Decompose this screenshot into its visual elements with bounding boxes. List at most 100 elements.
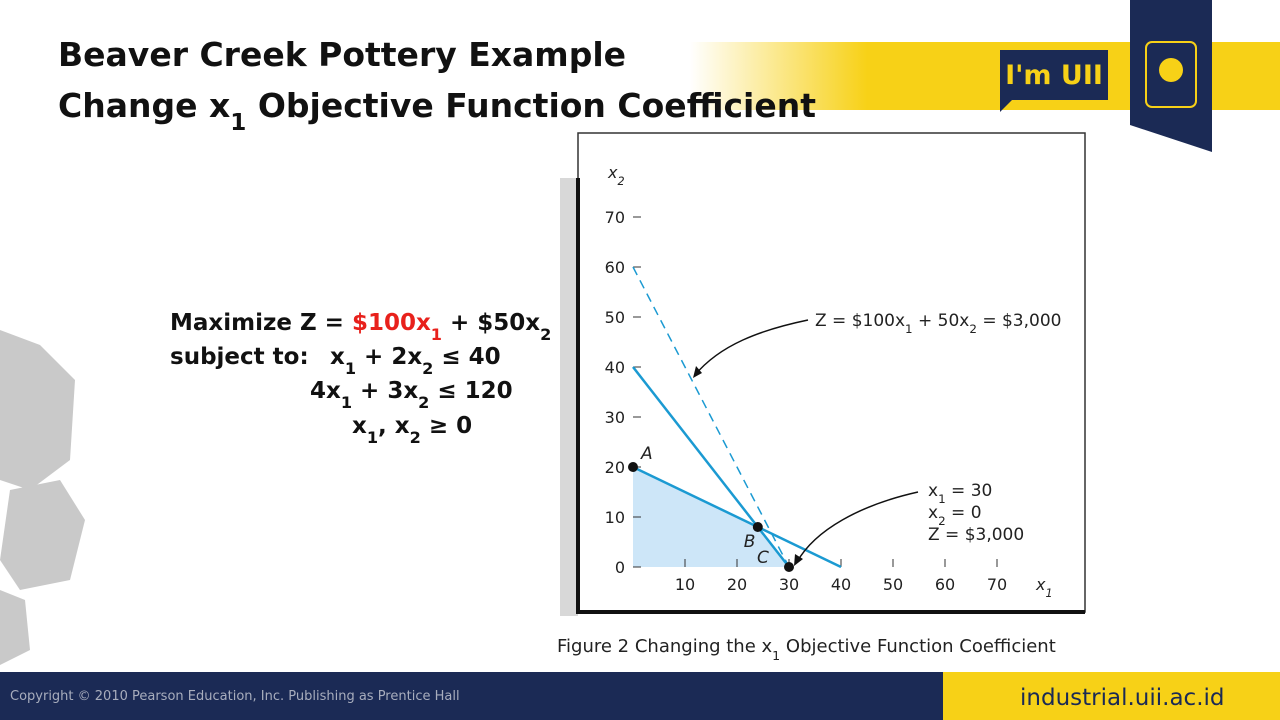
line xyxy=(632,366,790,568)
text-run: x xyxy=(352,413,367,439)
hexagon xyxy=(0,330,75,490)
text-run: Change x xyxy=(58,86,230,125)
text-run: ≥ 0 xyxy=(421,413,472,439)
text-run: Objective Function Coefficient xyxy=(780,636,1056,657)
subscript: 1 xyxy=(905,322,913,336)
point xyxy=(752,522,763,532)
x-tick-label: 60 xyxy=(935,575,955,594)
point xyxy=(784,562,794,572)
feasible-region xyxy=(633,467,789,567)
text-run: x xyxy=(1035,575,1046,594)
y-tick-label: 60 xyxy=(605,258,625,277)
subject-to: subject to: xyxy=(170,344,309,370)
point-label: B xyxy=(744,532,756,552)
x-tick-label: 20 xyxy=(727,575,747,594)
arrow xyxy=(796,491,919,563)
text-run: x xyxy=(928,481,938,501)
x-tick-label: 40 xyxy=(831,575,851,594)
subscript: 1 xyxy=(431,325,442,344)
emblem-center xyxy=(1159,58,1183,82)
subscript: 1 xyxy=(1045,587,1052,600)
x-tick-label: 70 xyxy=(987,575,1007,594)
y-axis-label: x2 xyxy=(607,163,625,188)
solution-line: Z = $3,000 xyxy=(928,525,1024,545)
copyright: Copyright © 2010 Pearson Education, Inc.… xyxy=(10,689,460,704)
text-run: Figure 2 Changing the x xyxy=(557,636,773,657)
title-line: Change x1 Objective Function Coefficient xyxy=(58,86,816,136)
text-run: = 30 xyxy=(946,481,993,501)
constraint: x1 + 2x2 ≤ 40 xyxy=(330,344,501,378)
x-tick-label: 30 xyxy=(779,575,799,594)
subscript: 1 xyxy=(341,393,352,412)
hexagon xyxy=(0,480,85,590)
hexagon-photos xyxy=(0,330,85,665)
subscript: 1 xyxy=(772,648,780,663)
y-tick-label: 10 xyxy=(605,508,625,527)
caption: Figure 2 Changing the x1 Objective Funct… xyxy=(557,636,1056,663)
text-run: Z = $3,000 xyxy=(928,525,1024,545)
text-run: + 2x xyxy=(356,344,422,370)
arrowhead xyxy=(794,554,803,566)
text-run: 4x xyxy=(310,378,341,404)
point-label: A xyxy=(640,444,653,464)
footer-yellow xyxy=(943,672,1280,720)
constraint: 4x1 + 3x2 ≤ 120 xyxy=(310,378,513,412)
y-tick-label: 70 xyxy=(605,208,625,227)
emblem xyxy=(1145,41,1197,108)
subscript: 2 xyxy=(410,428,421,447)
point xyxy=(628,462,638,472)
solution-line: x1 = 30 xyxy=(928,481,992,506)
x-tick-label: 50 xyxy=(883,575,903,594)
badge-text: I'm UII xyxy=(1005,60,1103,91)
annotation: Z = $100x1 + 50x2 = $3,000 xyxy=(815,311,1061,336)
text-run: $100x xyxy=(352,310,431,336)
line xyxy=(632,266,790,568)
text-run: Objective Function Coefficient xyxy=(246,86,816,125)
y-tick-label: 50 xyxy=(605,308,625,327)
text-run: x xyxy=(330,344,345,370)
subscript: 2 xyxy=(938,514,946,528)
subscript: 2 xyxy=(617,175,624,188)
arrow xyxy=(694,319,809,376)
subscript: 2 xyxy=(969,322,977,336)
subscript: 2 xyxy=(540,325,551,344)
text-run: x xyxy=(928,503,938,523)
text-run: Maximize Z = xyxy=(170,310,352,336)
y-tick-label: 20 xyxy=(605,458,625,477)
line xyxy=(632,465,842,569)
y-tick-label: 40 xyxy=(605,358,625,377)
title-line: Beaver Creek Pottery Example xyxy=(58,35,626,74)
subscript: 1 xyxy=(345,359,356,378)
subscript: 1 xyxy=(367,428,378,447)
text-run: = $3,000 xyxy=(977,311,1062,331)
text-run: = 0 xyxy=(946,503,982,523)
website: industrial.uii.ac.id xyxy=(1020,685,1225,711)
footer-bar xyxy=(0,672,943,720)
x-axis-label: x1 xyxy=(1035,575,1053,600)
text-run: ≤ 120 xyxy=(429,378,512,404)
text-run: + 50x xyxy=(913,311,970,331)
y-tick-label: 0 xyxy=(615,558,625,577)
y-tick-label: 30 xyxy=(605,408,625,427)
x-tick-label: 10 xyxy=(675,575,695,594)
text-run: , x xyxy=(378,413,410,439)
text-run: x xyxy=(607,163,618,182)
text-run: ≤ 40 xyxy=(433,344,500,370)
text-run: + $50x xyxy=(442,310,540,336)
solution-line: x2 = 0 xyxy=(928,503,982,528)
subscript: 1 xyxy=(230,110,246,136)
subscript: 2 xyxy=(418,393,429,412)
text-run: + 3x xyxy=(352,378,418,404)
arrowhead xyxy=(693,366,702,378)
subscript: 1 xyxy=(938,492,946,506)
point-label: C xyxy=(757,548,769,568)
subscript: 2 xyxy=(422,359,433,378)
objective: Maximize Z = $100x1 + $50x2 xyxy=(170,310,551,344)
constraint: x1, x2 ≥ 0 xyxy=(352,413,472,447)
hexagon xyxy=(0,590,30,665)
badge xyxy=(1000,50,1108,112)
text-run: Z = $100x xyxy=(815,311,905,331)
frame-shadow xyxy=(560,178,578,616)
